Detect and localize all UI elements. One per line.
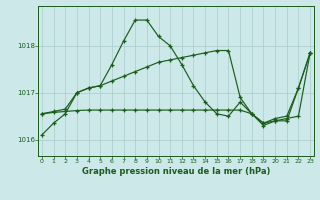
X-axis label: Graphe pression niveau de la mer (hPa): Graphe pression niveau de la mer (hPa) — [82, 167, 270, 176]
